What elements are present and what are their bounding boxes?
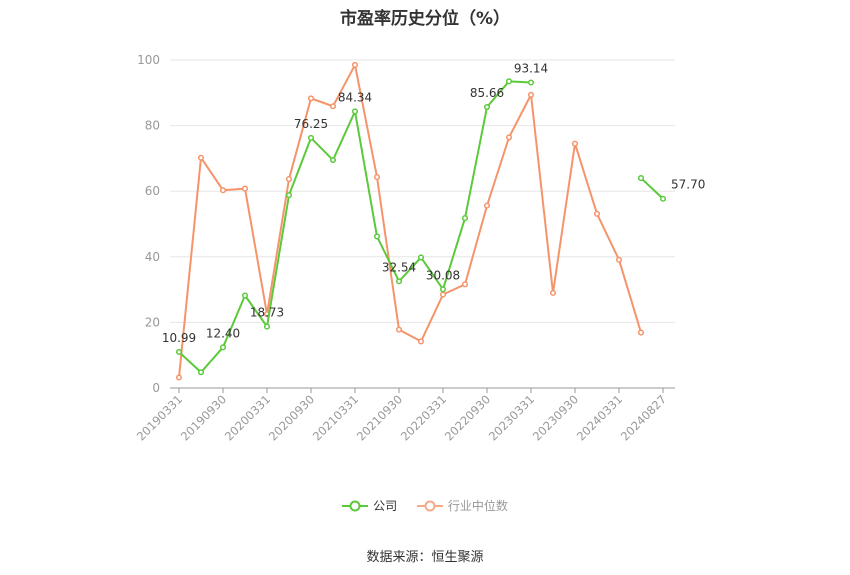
industry-data-point <box>197 154 205 161</box>
industry-data-point <box>219 187 227 194</box>
company-data-label: 84.34 <box>338 90 372 104</box>
y-tick-label: 80 <box>145 119 160 133</box>
x-tick-label: 20240331 <box>574 392 625 443</box>
company-data-label: 76.25 <box>294 117 328 131</box>
company-series-line <box>640 177 664 200</box>
company-data-point <box>197 369 205 376</box>
company-data-point <box>285 192 293 199</box>
data-source: 数据来源：恒生聚源 <box>366 550 484 565</box>
company-data-label: 57.70 <box>671 178 705 192</box>
industry-data-point <box>417 338 425 345</box>
company-data-point <box>329 156 337 164</box>
company-data-label: 12.40 <box>206 326 240 340</box>
company-data-label: 93.14 <box>514 62 548 76</box>
company-data-point <box>219 344 227 351</box>
industry-data-point <box>527 91 535 98</box>
y-tick-label: 60 <box>145 184 160 198</box>
legend-label-company: 公司 <box>373 499 398 513</box>
legend-industry-marker-icon <box>416 500 443 511</box>
legend-item-company[interactable]: 公司 <box>342 497 397 514</box>
x-tick-label: 20220331 <box>398 392 449 443</box>
company-data-point <box>527 79 535 86</box>
industry-data-point <box>307 95 315 102</box>
industry-data-point <box>329 103 337 110</box>
industry-data-point <box>175 374 183 381</box>
industry-data-point <box>483 202 491 209</box>
industry-data-point <box>461 281 469 288</box>
x-tick-label: 20200930 <box>266 392 317 443</box>
chart-title: 市盈率历史分位（%） <box>339 9 511 29</box>
x-tick-label: 20230930 <box>530 392 581 443</box>
company-data-label: 10.99 <box>162 331 196 345</box>
legend: 公司 行业中位数 <box>0 497 850 516</box>
industry-data-point <box>549 289 557 296</box>
company-data-label: 85.66 <box>470 86 504 100</box>
industry-data-point <box>285 176 293 183</box>
company-data-point <box>637 175 645 182</box>
company-data-label: 18.73 <box>250 306 284 320</box>
legend-item-industry[interactable]: 行业中位数 <box>416 497 508 514</box>
company-data-point <box>659 195 667 202</box>
x-tick-label: 20210331 <box>310 392 361 443</box>
y-tick-label: 40 <box>145 250 160 264</box>
company-data-label: 32.54 <box>382 260 416 274</box>
x-tick-label: 20230331 <box>486 392 537 443</box>
industry-data-point <box>351 61 359 68</box>
legend-company-marker-icon <box>342 500 369 511</box>
company-data-point <box>175 348 183 356</box>
industry-series-line <box>178 63 642 378</box>
company-data-point <box>439 286 447 293</box>
company-data-point <box>483 103 491 111</box>
x-tick-label: 20220930 <box>442 392 493 443</box>
company-data-label: 30.08 <box>426 268 460 282</box>
x-tick-label: 20190930 <box>178 392 229 443</box>
y-tick-label: 0 <box>152 381 160 395</box>
x-tick-label: 20200331 <box>222 392 273 443</box>
company-data-point <box>505 78 513 85</box>
x-tick-label: 20190331 <box>134 392 185 443</box>
company-data-point <box>351 108 359 115</box>
company-data-point <box>373 233 381 240</box>
x-tick-label: 20240827 <box>618 392 669 443</box>
industry-data-point <box>241 185 249 192</box>
company-data-point <box>461 215 469 222</box>
company-data-point <box>417 254 425 261</box>
industry-data-point <box>593 210 601 217</box>
industry-data-point <box>505 134 513 141</box>
industry-data-point <box>571 140 579 147</box>
industry-data-point <box>637 329 645 336</box>
legend-label-industry: 行业中位数 <box>447 499 508 513</box>
company-data-point <box>307 134 315 141</box>
industry-data-point <box>373 174 381 181</box>
company-data-point <box>263 323 271 330</box>
industry-data-point <box>395 326 403 333</box>
y-tick-label: 20 <box>145 315 160 329</box>
company-data-point <box>241 292 249 299</box>
industry-data-point <box>439 291 447 298</box>
industry-data-point <box>615 256 623 263</box>
y-tick-label: 100 <box>137 53 160 67</box>
x-tick-label: 20210930 <box>354 392 405 443</box>
company-data-point <box>395 278 403 285</box>
